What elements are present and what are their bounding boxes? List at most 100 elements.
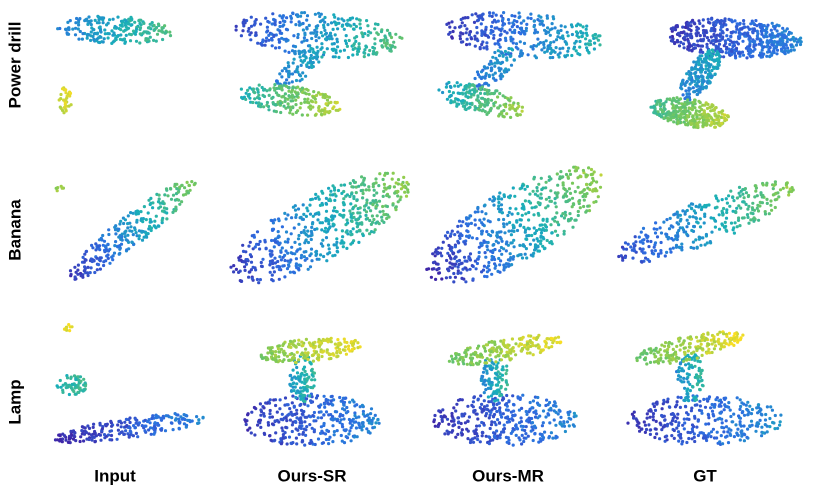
point bbox=[469, 37, 474, 41]
point bbox=[687, 221, 691, 226]
point bbox=[295, 365, 299, 370]
point bbox=[475, 19, 479, 23]
point bbox=[291, 412, 295, 417]
point bbox=[781, 26, 785, 30]
point bbox=[248, 86, 252, 90]
point bbox=[308, 394, 312, 398]
point bbox=[690, 118, 694, 122]
point bbox=[538, 41, 543, 45]
point bbox=[346, 221, 350, 225]
point bbox=[301, 410, 305, 414]
point bbox=[473, 259, 477, 263]
point bbox=[537, 182, 541, 186]
point bbox=[672, 120, 676, 124]
point bbox=[248, 270, 252, 274]
point bbox=[81, 31, 85, 36]
point bbox=[343, 345, 347, 349]
point bbox=[798, 42, 803, 47]
point bbox=[460, 261, 464, 265]
point bbox=[681, 228, 686, 232]
point bbox=[355, 225, 359, 229]
point bbox=[83, 252, 87, 256]
point bbox=[303, 231, 307, 235]
point bbox=[302, 36, 306, 40]
point bbox=[647, 245, 651, 249]
point bbox=[490, 229, 494, 233]
point bbox=[341, 348, 345, 352]
point bbox=[98, 433, 102, 437]
point bbox=[448, 275, 452, 279]
point bbox=[324, 196, 328, 200]
point bbox=[498, 112, 502, 116]
point bbox=[558, 47, 562, 51]
point bbox=[685, 102, 689, 106]
point bbox=[327, 402, 331, 406]
point bbox=[671, 225, 675, 229]
point bbox=[499, 67, 503, 71]
point bbox=[322, 421, 326, 426]
point bbox=[239, 34, 243, 38]
point bbox=[291, 343, 296, 347]
point bbox=[95, 256, 99, 260]
point bbox=[331, 440, 335, 444]
point bbox=[465, 27, 469, 31]
point bbox=[287, 50, 291, 55]
point bbox=[667, 111, 671, 115]
point bbox=[680, 79, 685, 84]
point bbox=[653, 109, 657, 113]
point bbox=[713, 225, 718, 229]
point bbox=[342, 27, 346, 31]
point bbox=[329, 199, 333, 203]
point bbox=[676, 31, 681, 35]
point bbox=[69, 429, 73, 433]
point bbox=[585, 183, 589, 187]
point bbox=[299, 101, 303, 105]
point bbox=[568, 212, 572, 216]
point bbox=[556, 183, 560, 187]
point bbox=[718, 124, 722, 128]
point bbox=[578, 23, 583, 27]
point bbox=[545, 238, 549, 243]
point bbox=[278, 255, 282, 259]
point bbox=[287, 69, 291, 73]
point bbox=[176, 190, 180, 194]
point bbox=[317, 11, 321, 15]
point bbox=[462, 277, 466, 281]
point bbox=[631, 256, 635, 260]
point bbox=[463, 242, 467, 246]
point bbox=[280, 69, 284, 73]
point bbox=[502, 115, 506, 119]
point bbox=[389, 35, 394, 40]
point bbox=[306, 404, 310, 408]
point bbox=[702, 34, 707, 38]
point bbox=[523, 32, 527, 36]
point bbox=[303, 33, 307, 37]
point bbox=[83, 19, 87, 23]
point bbox=[497, 256, 501, 261]
point bbox=[742, 19, 746, 23]
point bbox=[249, 38, 253, 42]
point bbox=[675, 24, 679, 28]
point bbox=[468, 105, 472, 109]
point bbox=[129, 211, 133, 215]
point bbox=[187, 183, 191, 187]
point bbox=[778, 188, 783, 192]
point bbox=[377, 222, 381, 226]
point bbox=[267, 38, 271, 42]
point bbox=[135, 218, 139, 222]
point bbox=[178, 202, 182, 206]
point bbox=[301, 343, 305, 348]
point bbox=[295, 91, 299, 95]
point bbox=[160, 209, 165, 213]
point bbox=[769, 199, 773, 203]
point bbox=[587, 51, 591, 55]
point bbox=[144, 231, 148, 235]
point bbox=[689, 101, 693, 105]
point bbox=[173, 209, 178, 213]
point bbox=[261, 40, 265, 44]
point bbox=[691, 115, 695, 119]
point bbox=[568, 172, 573, 176]
point bbox=[789, 48, 793, 52]
point bbox=[293, 208, 298, 212]
